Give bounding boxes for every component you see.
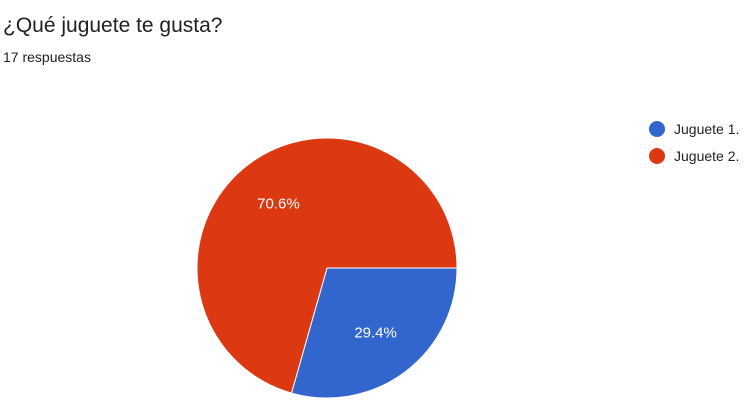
pie-slice-2[interactable] [196,137,458,394]
pie-slice-label-1: 29.4% [354,324,397,341]
pie-slice-1[interactable] [290,267,458,399]
question-title: ¿Qué juguete te gusta? [3,14,223,37]
pie-slices [196,137,458,399]
chart-legend: Juguete 1. Juguete 2. [649,121,739,164]
pie-slice-labels: 29.4% 70.6% [257,196,397,342]
legend-label-2[interactable]: Juguete 2. [674,148,739,164]
legend-swatch-1 [649,121,665,137]
legend-label-1[interactable]: Juguete 1. [674,121,739,137]
response-count: 17 respuestas [3,49,91,65]
pie-slice-label-2: 70.6% [257,196,300,213]
legend-swatch-2 [649,148,665,164]
